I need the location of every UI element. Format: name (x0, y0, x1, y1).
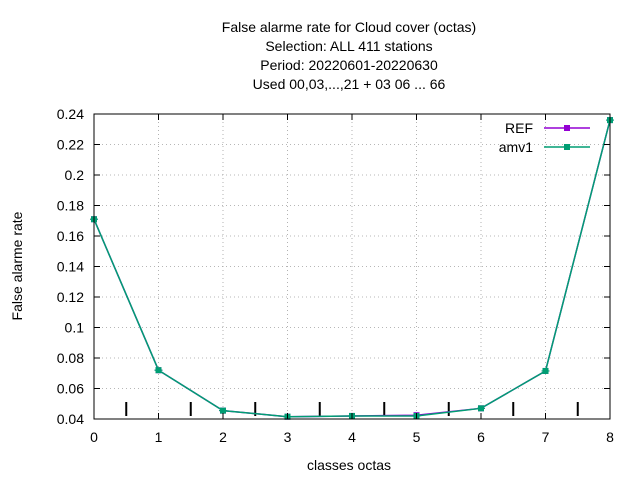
x-tick-label: 1 (155, 429, 163, 445)
series-line-REF (93, 119, 611, 418)
series-line-amv1 (93, 119, 611, 418)
x-tick-label: 7 (542, 429, 550, 445)
title-line-3: Period: 20220601-20220630 (260, 57, 438, 73)
y-tick-label: 0.22 (57, 137, 84, 153)
y-axis-label: False alarme rate (9, 211, 25, 320)
legend-label-amv1: amv1 (499, 139, 533, 155)
x-tick-label: 4 (348, 429, 356, 445)
y-tick-label: 0.04 (57, 411, 84, 427)
x-tick-label: 0 (90, 429, 98, 445)
chart-title: False alarme rate for Cloud cover (octas… (222, 19, 476, 92)
x-tick-label: 2 (219, 429, 227, 445)
y-tick-label: 0.24 (57, 106, 84, 122)
y-tick-label: 0.12 (57, 289, 84, 305)
title-line-2: Selection: ALL 411 stations (265, 38, 432, 54)
y-tick-label: 0.16 (57, 228, 84, 244)
x-axis-label: classes octas (307, 457, 391, 473)
title-line-4: Used 00,03,...,21 + 03 06 ... 66 (253, 76, 446, 92)
x-tick-label: 5 (413, 429, 421, 445)
grid (93, 113, 611, 420)
x-tick-label: 8 (606, 429, 614, 445)
legend: REF amv1 (499, 120, 590, 155)
title-line-1: False alarme rate for Cloud cover (octas… (222, 19, 476, 35)
y-tick-label: 0.18 (57, 198, 84, 214)
axis-ticks: 0.04 0.06 0.08 0.1 0.12 0.14 0.16 0.18 0.2 0.22 0.… (57, 106, 614, 445)
legend-marker-amv1 (564, 144, 570, 150)
legend-marker-REF (564, 125, 570, 131)
y-tick-label: 0.2 (65, 167, 85, 183)
y-tick-label: 0.14 (57, 259, 84, 275)
y-tick-label: 0.08 (57, 350, 84, 366)
legend-label-REF: REF (505, 120, 533, 136)
y-tick-label: 0.06 (57, 381, 84, 397)
x-tick-label: 6 (477, 429, 485, 445)
x-tick-label: 3 (284, 429, 292, 445)
y-tick-label: 0.1 (65, 320, 85, 336)
class-boundary-ticks (125, 402, 579, 416)
